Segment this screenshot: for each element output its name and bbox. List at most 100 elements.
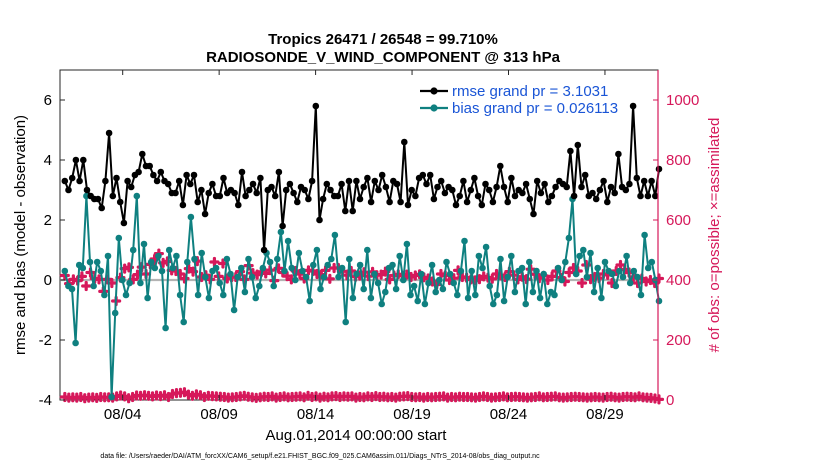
rmse-point — [401, 138, 408, 146]
rmse-point — [83, 186, 91, 194]
rmse-point — [626, 180, 633, 188]
rmse-point — [146, 162, 153, 170]
bias-point — [342, 318, 350, 326]
bias-point — [90, 282, 97, 290]
bias-point — [493, 291, 501, 299]
obs-possible-marker — [209, 256, 220, 268]
bias-point — [126, 279, 133, 287]
bias-point — [443, 258, 450, 266]
bias-point — [551, 291, 558, 299]
bias-point — [284, 237, 292, 245]
rmse-point — [61, 177, 69, 185]
rmse-point — [449, 186, 456, 194]
rmse-point — [412, 192, 419, 200]
bias-point — [500, 297, 508, 305]
bias-point — [245, 255, 252, 263]
bias-point — [173, 252, 180, 260]
rmse-point — [452, 201, 460, 209]
rmse-point — [589, 189, 596, 197]
bias-point — [97, 267, 105, 275]
bias-point — [439, 285, 447, 293]
rmse-point — [220, 174, 227, 182]
y-right-tick-label: 400 — [666, 272, 691, 289]
rmse-point — [342, 207, 349, 215]
rmse-point — [242, 192, 249, 200]
y-right-tick-label: 1000 — [666, 92, 699, 109]
obs-possible-marker — [615, 259, 626, 271]
bias-point — [202, 273, 209, 281]
bias-point — [583, 273, 591, 281]
rmse-point — [124, 177, 131, 185]
bias-point — [72, 339, 79, 347]
bias-point — [382, 288, 389, 296]
bias-point — [223, 255, 231, 263]
bias-point — [450, 279, 458, 287]
bias-point — [482, 243, 490, 251]
rmse-point — [172, 189, 179, 197]
bias-point — [461, 237, 468, 245]
rmse-point — [194, 198, 201, 206]
rmse-point — [275, 168, 283, 176]
rmse-point — [338, 180, 345, 188]
plot-area — [59, 69, 659, 401]
bias-point — [619, 273, 627, 281]
rmse-point — [187, 180, 194, 188]
y-left-tick-label: 0 — [44, 272, 52, 289]
bias-point — [216, 279, 223, 287]
legend-rmse-label: rmse grand pr = 3.1031 — [452, 83, 608, 100]
bias-point — [292, 276, 299, 284]
bias-point — [533, 267, 540, 275]
y-left-tick-label: 2 — [44, 212, 52, 229]
rmse-point — [72, 156, 80, 164]
bias-point — [436, 276, 443, 284]
rmse-point — [637, 192, 644, 200]
rmse-point — [519, 189, 526, 197]
rmse-point — [290, 189, 297, 197]
bias-point — [598, 294, 605, 302]
bias-point — [310, 261, 317, 269]
bias-point — [425, 279, 432, 287]
chart-subtitle: RADIOSONDE_V_WIND_COMPONENT @ 313 hPa — [206, 49, 561, 66]
rmse-point — [216, 192, 224, 200]
bias-point — [86, 258, 94, 266]
bias-point — [630, 267, 638, 275]
bias-point — [378, 300, 386, 308]
bias-point — [184, 258, 191, 266]
rmse-point — [563, 183, 570, 191]
rmse-point — [68, 174, 76, 182]
rmse-point — [353, 177, 360, 185]
rmse-point — [109, 192, 117, 200]
bias-point — [328, 255, 335, 263]
bias-line — [63, 195, 660, 398]
bias-point — [371, 270, 378, 278]
bias-point — [140, 240, 148, 248]
rmse-point — [157, 168, 165, 176]
rmse-point — [441, 189, 449, 197]
bias-point — [565, 234, 573, 242]
bias-point — [176, 291, 184, 299]
bias-point — [93, 258, 101, 266]
bias-point — [410, 282, 418, 290]
rmse-point — [607, 183, 615, 191]
bias-point — [101, 291, 108, 299]
y-right-tick-label: 800 — [666, 152, 691, 169]
bias-point — [122, 291, 130, 299]
bias-point — [454, 291, 461, 299]
rmse-point — [271, 192, 279, 200]
obs-possible-marker — [576, 277, 588, 289]
bias-point — [479, 264, 486, 272]
rmse-point — [179, 201, 187, 209]
rmse-point — [127, 183, 135, 191]
rmse-point — [478, 201, 486, 209]
rmse-point — [257, 174, 264, 182]
rmse-point — [500, 183, 508, 191]
rmse-point — [648, 177, 655, 185]
bias-point — [428, 261, 436, 269]
rmse-point — [327, 186, 334, 194]
rmse-point — [319, 195, 327, 203]
bias-point — [497, 255, 504, 263]
bias-point — [324, 261, 332, 269]
bias-point — [144, 294, 151, 302]
rmse-point — [113, 174, 120, 182]
bias-point — [472, 291, 479, 299]
